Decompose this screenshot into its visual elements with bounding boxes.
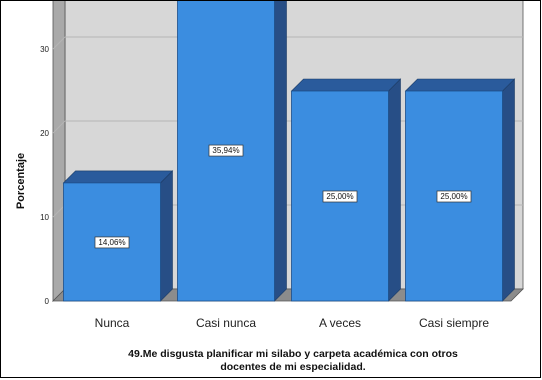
bar-side (274, 1, 287, 302)
bar-a-veces: 25,00% (290, 78, 402, 302)
data-label: 14,06% (98, 238, 125, 247)
bar-side (388, 78, 401, 302)
bars: 14,06% 35,94% 25,00% 25,00% (62, 1, 516, 302)
data-label-box (322, 190, 358, 203)
bar-top (404, 78, 516, 92)
data-label-box (208, 144, 244, 157)
bar-nunca: 14,06% (62, 170, 174, 302)
y-tick-label: 20 (40, 129, 49, 138)
x-axis-categories: Nunca Casi nunca A veces Casi siempre (95, 316, 490, 330)
bar-casi-siempre: 25,00% (404, 78, 516, 302)
bar-side (160, 170, 173, 302)
data-label: 25,00% (326, 192, 353, 201)
data-label: 25,00% (440, 192, 467, 201)
data-label: 35,94% (212, 146, 239, 155)
bar-top (290, 78, 402, 92)
y-tick-label: 30 (40, 45, 49, 54)
x-category-label: Nunca (95, 316, 130, 330)
bar-top (62, 170, 174, 184)
x-category-label: Casi siempre (419, 316, 489, 330)
data-label-box (436, 190, 472, 203)
y-tick-label: 0 (45, 297, 50, 306)
y-axis-label: Porcentaje (15, 153, 27, 209)
y-axis-ticks: 010203040 (40, 45, 50, 306)
x-axis-title-line-2: docentes de mi especialidad. (220, 361, 365, 373)
x-category-label: A veces (319, 316, 361, 330)
y-tick-label: 10 (40, 213, 49, 222)
bar-side (502, 78, 515, 302)
bar-casi-nunca: 35,94% (177, 1, 287, 302)
gridline-side (52, 204, 66, 218)
gridline-side (52, 120, 66, 134)
data-label-box (94, 236, 130, 249)
x-axis-title-line-1: 49.Me disgusta planificar mi silabo y ca… (128, 348, 458, 360)
x-category-label: Casi nunca (196, 316, 256, 330)
gridline-side (52, 36, 66, 50)
